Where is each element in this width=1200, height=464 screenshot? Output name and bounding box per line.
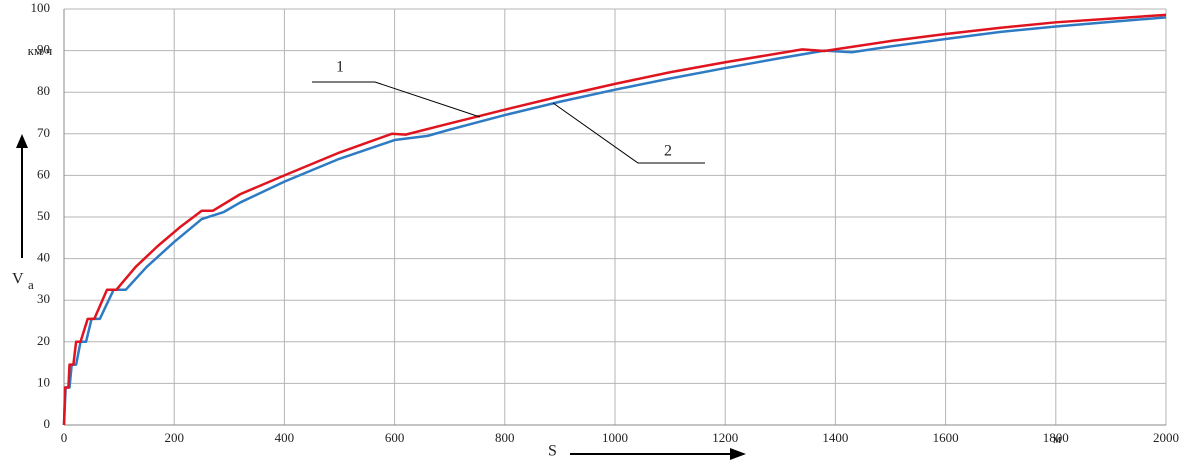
y-tick-label: 0 [44, 416, 51, 431]
y-tick-label: 10 [37, 374, 50, 389]
x-tick-label: 2000 [1153, 430, 1179, 445]
x-label: S [548, 443, 557, 460]
x-tick-label: 200 [164, 430, 184, 445]
y-tick-label: 80 [37, 83, 50, 98]
x-tick-label: 0 [61, 430, 68, 445]
y-label-sub: a [28, 277, 34, 292]
y-tick-label: 90 [37, 42, 50, 57]
x-tick-label: 800 [495, 430, 515, 445]
y-tick-label: 50 [37, 208, 50, 223]
series-line [62, 13, 1167, 426]
y-arrowhead [16, 134, 28, 148]
x-tick-label: 1600 [933, 430, 959, 445]
leader-line [552, 102, 705, 164]
x-tick-label: 1800 [1043, 430, 1069, 445]
y-tick-label: 60 [37, 166, 50, 181]
y-tick-label: 20 [37, 333, 50, 348]
x-tick-label: 1200 [712, 430, 738, 445]
x-arrowhead [730, 448, 746, 460]
y-tick-label: 30 [37, 291, 50, 306]
y-tick-label: 100 [31, 0, 51, 15]
x-tick-label: 1000 [602, 430, 628, 445]
x-tick-label: 600 [385, 430, 405, 445]
x-tick-label: 1400 [822, 430, 848, 445]
x-unit: м [1053, 431, 1061, 446]
y-tick-label: 40 [37, 250, 50, 265]
curve-label: 2 [664, 143, 672, 160]
series-line [62, 16, 1167, 426]
curve-label: 1 [336, 59, 344, 76]
y-label: V [12, 271, 24, 288]
leader-line [312, 81, 481, 118]
y-tick-label: 70 [37, 125, 50, 140]
y-unit: км/ч [28, 43, 53, 58]
x-tick-label: 400 [275, 430, 295, 445]
